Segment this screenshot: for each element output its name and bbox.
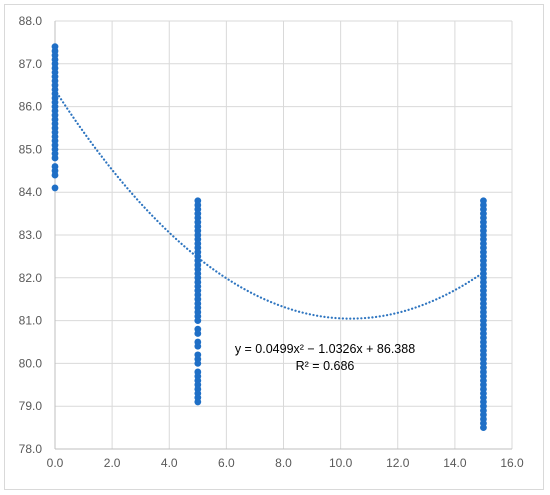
y-tick-label: 80.0 (19, 356, 43, 370)
x-tick-label: 12.0 (386, 456, 410, 470)
x-tick-label: 2.0 (104, 456, 121, 470)
data-point (194, 342, 202, 350)
trendline-r2-label: R² = 0.686 (296, 359, 355, 373)
data-point (51, 171, 59, 179)
y-tick-label: 88.0 (19, 14, 43, 28)
x-tick-label: 8.0 (275, 456, 292, 470)
y-tick-label: 86.0 (19, 100, 43, 114)
y-tick-label: 83.0 (19, 228, 43, 242)
x-tick-label: 0.0 (47, 456, 64, 470)
x-tick-label: 10.0 (329, 456, 353, 470)
y-tick-label: 82.0 (19, 271, 43, 285)
chart-frame (4, 4, 544, 490)
y-tick-label: 81.0 (19, 314, 43, 328)
x-tick-label: 4.0 (161, 456, 178, 470)
y-tick-label: 78.0 (19, 442, 43, 456)
data-point (480, 424, 487, 431)
trendline-curve (53, 88, 485, 320)
y-tick-label: 85.0 (19, 142, 43, 156)
x-tick-label: 14.0 (443, 456, 467, 470)
x-tick-label: 16.0 (500, 456, 524, 470)
x-tick-label: 6.0 (218, 456, 235, 470)
data-point (51, 154, 59, 162)
data-point (194, 398, 202, 406)
gridlines (55, 20, 513, 449)
data-point (194, 330, 202, 337)
data-points (51, 43, 487, 431)
y-tick-label: 79.0 (19, 399, 43, 413)
data-point (194, 317, 202, 324)
y-tick-label: 84.0 (19, 185, 43, 199)
tick-labels: 0.0 2.0 4.0 6.0 8.0 10.0 12.0 14.0 16.0 78.0 79.0 8… (19, 14, 524, 470)
trendline (53, 88, 485, 320)
y-tick-label: 87.0 (19, 57, 43, 71)
data-point (194, 360, 202, 367)
data-point (51, 184, 59, 192)
trendline-equation-label: y = 0.0499x² − 1.0326x + 86.388 (235, 342, 415, 356)
